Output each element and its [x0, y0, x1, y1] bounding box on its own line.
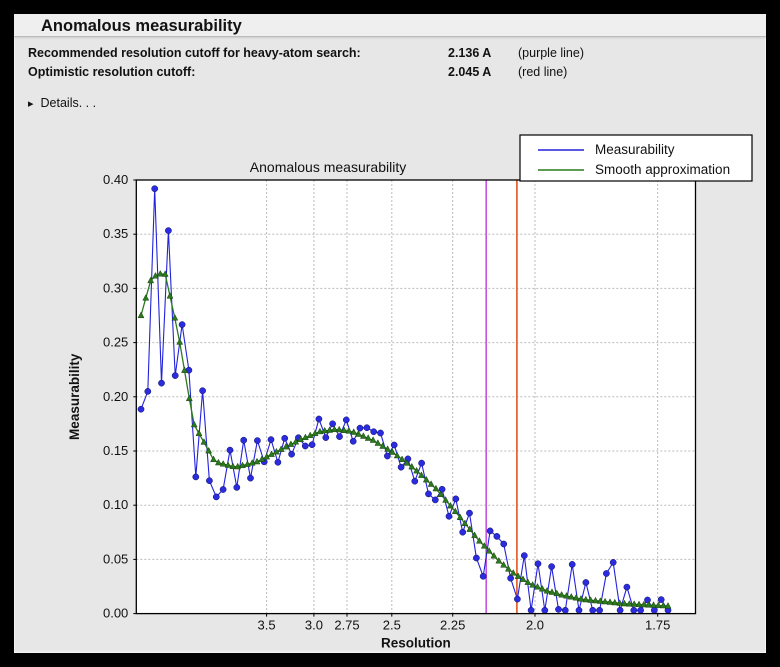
svg-text:0.15: 0.15	[103, 443, 128, 458]
svg-text:2.5: 2.5	[383, 618, 401, 633]
svg-text:0.35: 0.35	[103, 226, 128, 241]
svg-text:Anomalous measurability: Anomalous measurability	[250, 159, 406, 175]
svg-text:3.0: 3.0	[305, 618, 323, 633]
svg-text:3.5: 3.5	[258, 618, 276, 633]
svg-text:0.40: 0.40	[103, 172, 128, 187]
svg-text:0.30: 0.30	[103, 280, 128, 295]
svg-text:1.75: 1.75	[645, 618, 670, 633]
svg-text:Measurability: Measurability	[67, 353, 82, 440]
svg-text:0.00: 0.00	[103, 606, 128, 621]
svg-text:0.25: 0.25	[103, 335, 128, 350]
svg-text:0.10: 0.10	[103, 497, 128, 512]
svg-text:Measurability: Measurability	[595, 142, 675, 157]
svg-text:0.20: 0.20	[103, 389, 128, 404]
svg-text:0.05: 0.05	[103, 551, 128, 566]
svg-text:Smooth approximation: Smooth approximation	[595, 162, 730, 177]
svg-text:2.75: 2.75	[334, 618, 359, 633]
svg-text:2.0: 2.0	[526, 618, 544, 633]
svg-text:Resolution: Resolution	[381, 636, 451, 651]
svg-text:2.25: 2.25	[440, 618, 465, 633]
